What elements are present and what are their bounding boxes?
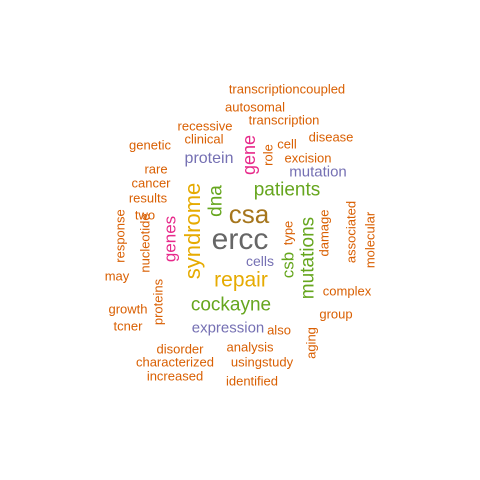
- word-response: response: [112, 209, 128, 263]
- word-type: type: [280, 220, 296, 246]
- word-growth: growth: [108, 301, 148, 317]
- word-molecular: molecular: [362, 211, 378, 269]
- word-dna: dna: [205, 185, 227, 217]
- word-csb: csb: [278, 251, 298, 279]
- word-cell: cell: [277, 136, 297, 152]
- word-two: two: [134, 207, 156, 223]
- word-cancer: cancer: [131, 175, 171, 191]
- word-increased: increased: [146, 368, 204, 384]
- word-autosomal: autosomal: [225, 99, 285, 115]
- word-aging: aging: [303, 327, 319, 359]
- word-protein: protein: [184, 150, 234, 167]
- word-role: role: [260, 144, 276, 166]
- word-csa: csa: [228, 199, 270, 229]
- word-patients: patients: [253, 179, 321, 201]
- word-clinical: clinical: [184, 131, 224, 147]
- word-tcner: tcner: [113, 318, 143, 334]
- word-recessive: recessive: [177, 118, 233, 134]
- word-disease: disease: [308, 129, 354, 145]
- word-identified: identified: [225, 373, 279, 389]
- word-expression: expression: [191, 319, 265, 337]
- word-rare: rare: [144, 161, 168, 177]
- word-syndrome: syndrome: [180, 182, 205, 280]
- word-may: may: [104, 268, 130, 284]
- word-proteins: proteins: [150, 278, 166, 326]
- word-analysis: analysis: [226, 339, 274, 355]
- word-complex: complex: [322, 283, 372, 299]
- word-also: also: [267, 322, 291, 338]
- word-cockayne: cockayne: [190, 294, 272, 316]
- word-transcription: transcription: [248, 112, 320, 128]
- word-ercc: ercc: [211, 223, 269, 256]
- word-gene: gene: [239, 134, 259, 176]
- word-damage: damage: [316, 209, 332, 257]
- word-mutation: mutation: [289, 163, 347, 181]
- word-usingstudy: usingstudy: [230, 354, 294, 370]
- word-group: group: [319, 306, 353, 322]
- word-nucleotide: nucleotide: [137, 213, 153, 273]
- word-genetic: genetic: [129, 137, 171, 153]
- word-cells: cells: [245, 253, 275, 269]
- word-mutations: mutations: [297, 216, 319, 300]
- word-results: results: [128, 190, 168, 206]
- word-characterized: characterized: [135, 354, 215, 370]
- word-repair: repair: [214, 268, 268, 292]
- word-associated: associated: [343, 200, 359, 264]
- word-excision: excision: [284, 150, 332, 166]
- word-transcriptioncoupled: transcriptioncoupled: [228, 81, 346, 97]
- word-disorder: disorder: [156, 341, 204, 357]
- word-genes: genes: [160, 215, 180, 263]
